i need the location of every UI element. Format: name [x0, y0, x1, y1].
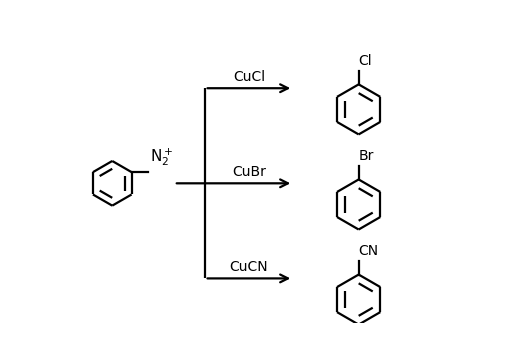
Text: Cl: Cl	[358, 54, 372, 68]
Text: CuBr: CuBr	[232, 165, 266, 179]
Text: CuCN: CuCN	[229, 260, 268, 274]
Text: Br: Br	[358, 149, 374, 163]
Text: CuCl: CuCl	[233, 70, 265, 83]
Text: CN: CN	[358, 244, 379, 258]
Text: $\mathregular{N_2^+}$: $\mathregular{N_2^+}$	[150, 146, 173, 168]
